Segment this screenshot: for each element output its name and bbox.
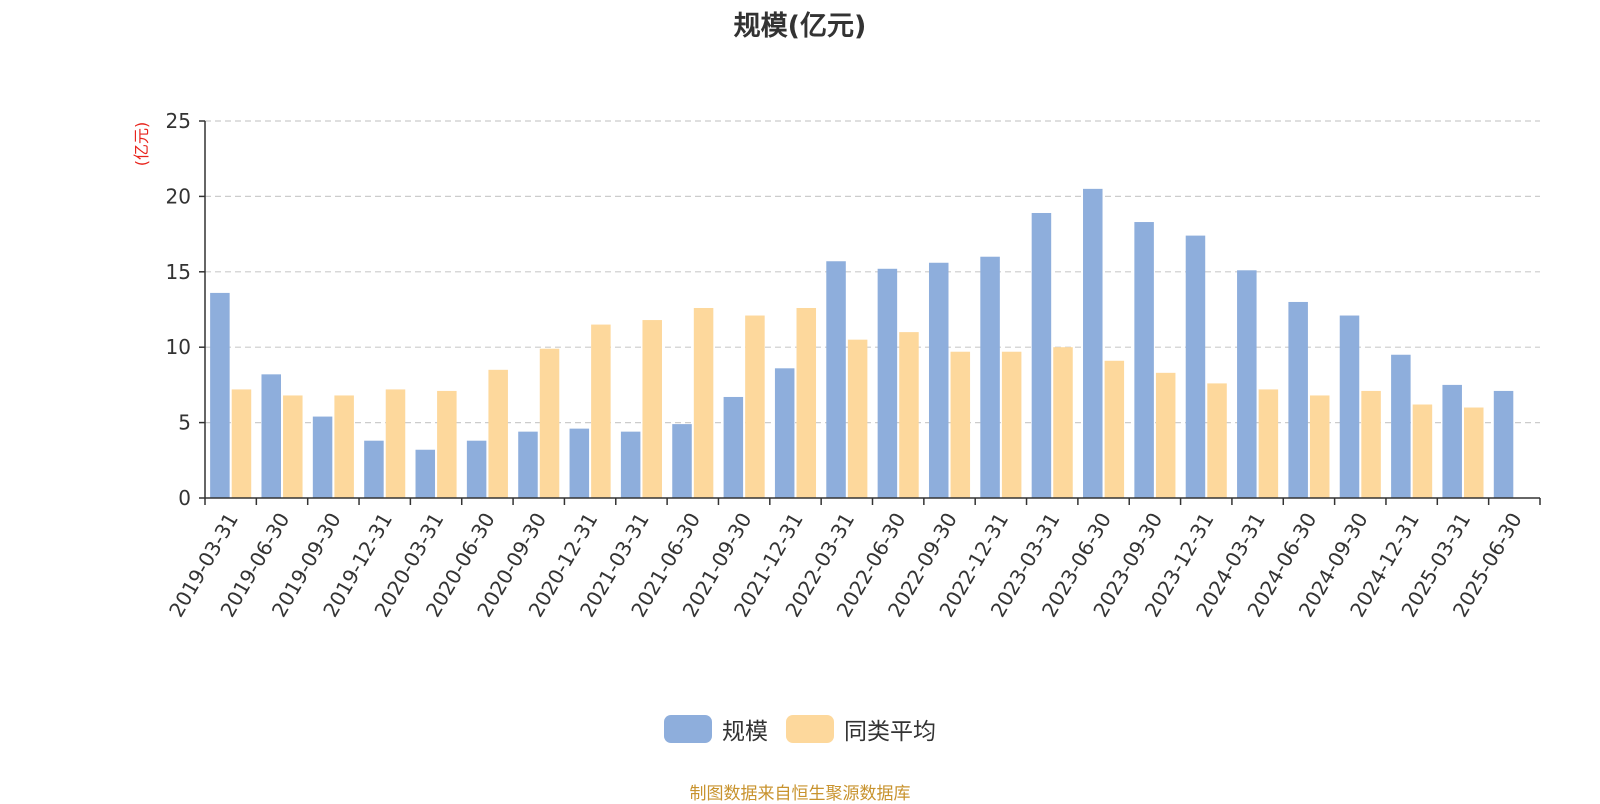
- bar-peer-average: [847, 339, 868, 498]
- bar-scale: [415, 449, 436, 498]
- bar-scale: [1237, 270, 1257, 498]
- bar-peer-average: [283, 395, 303, 498]
- y-tick-label: 0: [178, 486, 191, 510]
- bar-scale: [774, 368, 795, 498]
- bar-scale: [928, 262, 949, 498]
- bar-scale: [826, 261, 846, 498]
- bar-scale: [1134, 222, 1154, 498]
- bar-peer-average: [1361, 390, 1381, 498]
- bar-peer-average: [334, 395, 354, 498]
- bar-peer-average: [1001, 351, 1022, 498]
- bar-scale: [1339, 315, 1360, 498]
- bar-peer-average: [642, 320, 662, 498]
- bar-scale: [312, 416, 333, 498]
- legend-label-scale: 规模: [722, 719, 768, 745]
- legend: 规模 同类平均: [0, 712, 1600, 746]
- bars: [210, 188, 1514, 499]
- bar-peer-average: [385, 389, 406, 498]
- chart-title: 规模(亿元): [733, 11, 867, 42]
- y-tick-label: 5: [178, 411, 191, 435]
- bar-scale: [723, 396, 744, 498]
- bar-scale: [518, 431, 538, 498]
- bar-scale: [620, 431, 641, 498]
- bar-peer-average: [950, 351, 971, 498]
- bar-scale: [1391, 354, 1411, 498]
- bar-peer-average: [488, 369, 508, 498]
- bar-scale: [980, 256, 1000, 498]
- legend-item-scale[interactable]: 规模: [664, 712, 768, 746]
- bar-scale: [364, 440, 384, 498]
- y-tick-label: 10: [166, 335, 191, 359]
- bar-peer-average: [539, 348, 560, 498]
- bar-peer-average: [591, 324, 611, 498]
- bar-peer-average: [745, 315, 765, 498]
- bar-peer-average: [1464, 407, 1484, 498]
- bar-scale: [1083, 188, 1103, 499]
- data-source-note: 制图数据来自恒生聚源数据库: [689, 784, 911, 804]
- bar-scale: [1185, 235, 1206, 498]
- bar-peer-average: [1104, 360, 1125, 498]
- bar-peer-average: [1207, 383, 1227, 498]
- bar-peer-average: [231, 389, 252, 498]
- legend-item-peer-average[interactable]: 同类平均: [786, 712, 936, 746]
- bar-peer-average: [693, 307, 714, 498]
- bar-peer-average: [1053, 347, 1073, 498]
- bar-scale: [210, 292, 230, 498]
- bar-peer-average: [1309, 395, 1330, 498]
- bar-peer-average: [1412, 404, 1433, 498]
- y-tick-label: 20: [166, 184, 191, 208]
- bar-scale: [261, 374, 281, 498]
- legend-swatch-scale: [664, 715, 712, 743]
- bar-peer-average: [796, 307, 817, 498]
- bar-peer-average: [899, 332, 919, 498]
- legend-label-peer-average: 同类平均: [844, 719, 936, 745]
- bar-peer-average: [1155, 372, 1176, 498]
- legend-swatch-peer-average: [786, 715, 834, 743]
- bar-scale: [1493, 390, 1514, 498]
- bar-peer-average: [1258, 389, 1279, 498]
- bar-peer-average: [437, 390, 457, 498]
- bar-scale: [1031, 212, 1052, 498]
- y-tick-label: 15: [166, 260, 191, 284]
- bar-scale: [569, 428, 590, 498]
- y-tick-label: 25: [166, 109, 191, 133]
- bar-scale: [1288, 301, 1308, 498]
- y-axis-unit-label: (亿元): [132, 122, 151, 167]
- bar-scale: [877, 268, 898, 498]
- bar-scale: [672, 424, 692, 498]
- bar-scale: [1442, 384, 1462, 498]
- bar-scale: [466, 440, 487, 498]
